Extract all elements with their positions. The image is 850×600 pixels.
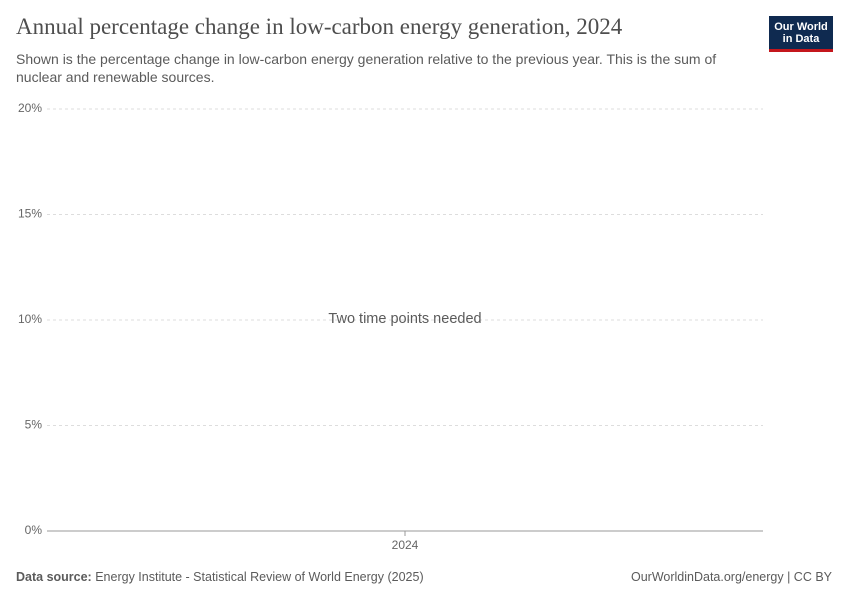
- logo[interactable]: Our World in Data: [769, 16, 833, 52]
- y-tick-label: 15%: [18, 207, 42, 221]
- y-tick-label: 10%: [18, 312, 42, 326]
- y-tick-label: 5%: [25, 418, 43, 432]
- chart-subtitle: Shown is the percentage change in low-ca…: [16, 51, 717, 85]
- source: Energy Institute - Statistical Review of…: [95, 570, 424, 584]
- chart-title: Annual percentage change in low-carbon e…: [16, 14, 623, 39]
- annotation: Two time points needed: [328, 311, 481, 327]
- y-tick-label: 0%: [25, 523, 43, 537]
- credit[interactable]: OurWorldinData.org/energy | CC BY: [630, 570, 832, 584]
- source-label: Data source:: [16, 570, 92, 584]
- y-tick-label: 20%: [18, 101, 42, 115]
- logo-text: Our World: [774, 21, 828, 33]
- logo-text: in Data: [782, 33, 820, 45]
- x-tick-label: 2024: [392, 538, 419, 552]
- source-note: Data source: Energy Institute - Statisti…: [16, 570, 424, 584]
